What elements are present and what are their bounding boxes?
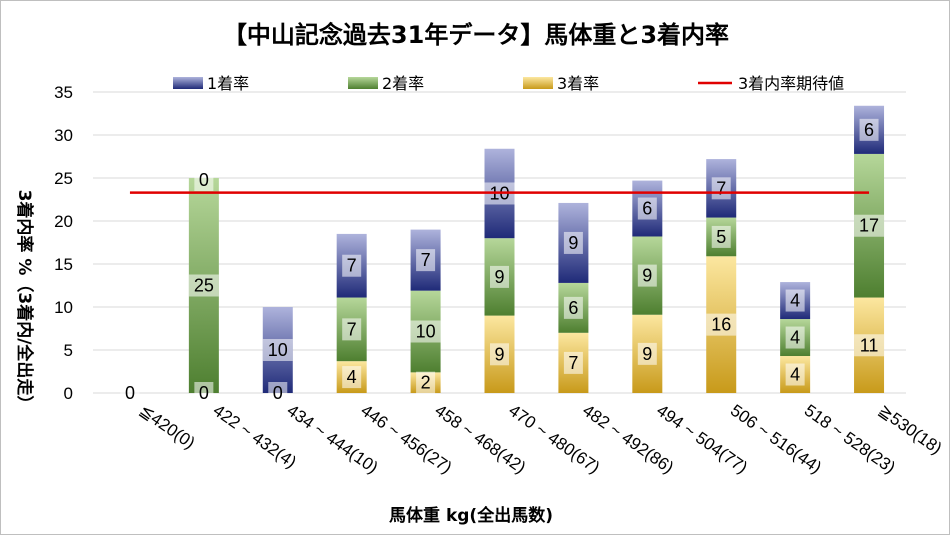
data-label-bg <box>194 169 214 191</box>
data-label-bg <box>262 339 293 361</box>
legend: 1着率 2着率 3着率 3着内率期待値 <box>173 74 844 93</box>
legend-label: 1着率 <box>207 74 249 93</box>
data-label: 7 <box>347 319 357 339</box>
data-label: 0 <box>125 383 135 403</box>
data-label: 9 <box>642 266 652 286</box>
y-tick-label: 5 <box>64 341 73 360</box>
data-label: 16 <box>711 315 731 335</box>
data-label-bg <box>563 296 583 319</box>
y-tick-label: 20 <box>54 212 73 231</box>
data-label: 6 <box>568 298 578 318</box>
legend-label: 3着内率期待値 <box>738 74 844 93</box>
data-label-bg <box>637 264 657 287</box>
data-label-bg <box>854 334 885 357</box>
data-label-bg <box>563 351 583 374</box>
data-label-bg <box>416 249 436 272</box>
y-tick-label: 15 <box>54 255 73 274</box>
legend-label: 2着率 <box>382 74 424 93</box>
data-label-bg <box>416 371 436 394</box>
data-label-bg <box>194 382 214 404</box>
y-tick-label: 35 <box>54 83 73 102</box>
x-axis-title: 馬体重 kg(全出馬数) <box>389 505 553 526</box>
data-label: 7 <box>716 178 726 198</box>
data-label-bg <box>342 366 362 389</box>
y-tick-label: 10 <box>54 298 73 317</box>
data-label: 7 <box>421 250 431 270</box>
legend-swatch <box>348 77 378 89</box>
data-label-bg <box>785 326 805 349</box>
x-tick-label: ≧530(18) <box>875 401 946 458</box>
data-label-bg <box>563 231 583 254</box>
data-label: 17 <box>859 216 879 236</box>
legend-swatch <box>173 77 203 89</box>
data-label: 7 <box>347 256 357 276</box>
data-label: 10 <box>268 340 288 360</box>
chart-title: 【中山記念過去31年データ】馬体重と3着内率 <box>223 21 729 49</box>
data-label-bg <box>342 254 362 277</box>
data-label-bg <box>859 118 879 141</box>
x-tick-label: ≦420(0) <box>136 401 199 453</box>
data-label-bg <box>490 265 509 288</box>
data-label-bg <box>120 382 140 404</box>
x-axis-ticks: ≦420(0) 422 ~ 432(4)434 ~ 444(10)446 ~ 45… <box>136 401 946 478</box>
data-label-bg <box>637 342 657 365</box>
data-label: 0 <box>199 383 209 403</box>
data-label: 4 <box>790 328 800 348</box>
legend-label: 3着率 <box>557 74 599 93</box>
data-label: 9 <box>642 344 652 364</box>
data-label-bg <box>706 313 737 336</box>
y-tick-label: 0 <box>64 384 73 403</box>
data-label: 10 <box>416 322 436 342</box>
data-label: 4 <box>347 367 357 387</box>
data-label: 0 <box>199 170 209 190</box>
y-tick-label: 30 <box>54 126 73 145</box>
data-label-bg <box>854 214 885 237</box>
data-label: 6 <box>864 120 874 140</box>
data-label: 5 <box>716 227 726 247</box>
data-label: 4 <box>790 365 800 385</box>
data-label: 6 <box>642 199 652 219</box>
data-label-bg <box>410 320 441 343</box>
data-label-bg <box>785 363 805 386</box>
data-label: 0 <box>273 383 283 403</box>
data-label-bg <box>711 225 731 248</box>
y-axis-ticks: 0 5 10 15 20 25 30 35 <box>54 83 73 403</box>
data-label: 7 <box>568 353 578 373</box>
data-label-bg <box>637 197 657 220</box>
data-label: 9 <box>494 267 504 287</box>
data-label: 2 <box>421 373 431 393</box>
y-axis-title: 3着内率 %（3着内/全出走） <box>14 190 35 413</box>
legend-swatch <box>523 77 553 89</box>
data-label: 11 <box>860 335 879 355</box>
data-label-bg <box>342 318 362 341</box>
data-label-bg <box>188 274 219 297</box>
data-label-bg <box>268 382 288 404</box>
data-label-bg <box>490 343 509 366</box>
data-label: 9 <box>568 233 578 253</box>
data-label: 25 <box>194 276 214 296</box>
data-label-bg <box>785 289 805 312</box>
y-tick-label: 25 <box>54 169 73 188</box>
data-label: 9 <box>494 344 504 364</box>
data-label: 4 <box>790 291 800 311</box>
